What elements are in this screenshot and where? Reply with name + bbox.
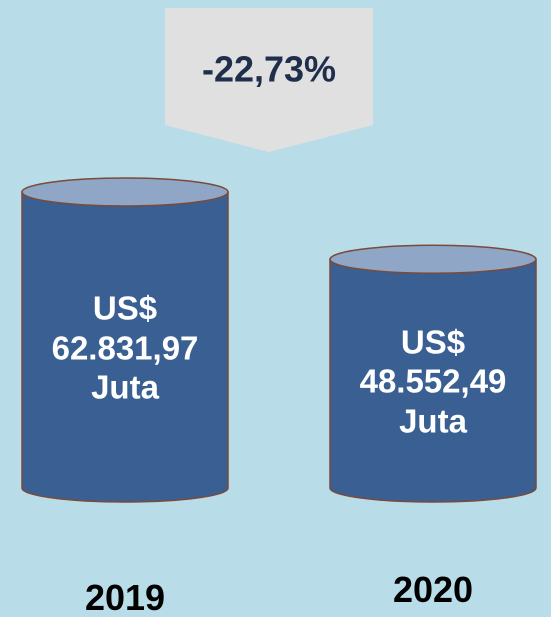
category-label: 2020 [392,569,474,610]
category-label: 2019 [84,577,166,617]
change-label: -22,73% [202,49,336,90]
change-arrow [165,8,373,152]
value-label: US$ 62.831,97 Juta [51,289,199,406]
cylinder-body [329,258,537,503]
value-label: US$ 48.552,49 Juta [359,323,507,440]
cylinder-top [329,244,537,275]
cylinder-body [21,191,229,503]
cylinder-top [21,177,229,207]
